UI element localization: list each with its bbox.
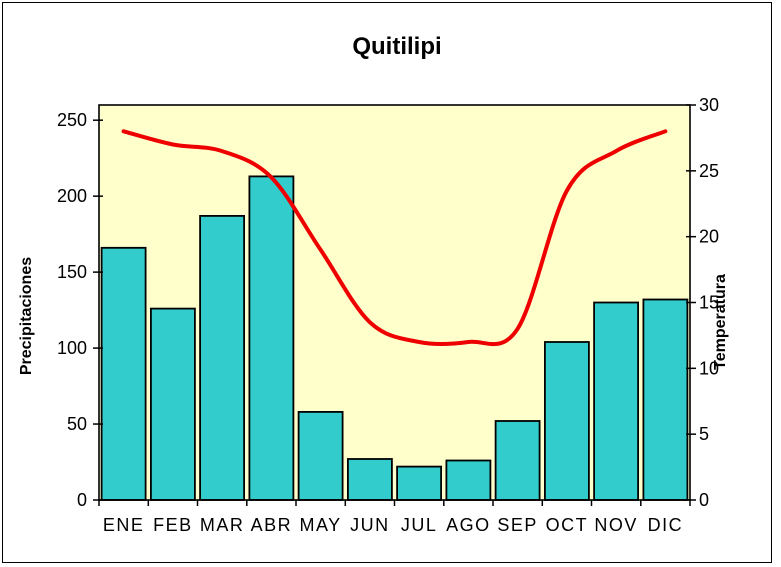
bar-MAR <box>199 214 246 501</box>
right-axis-tick-label: 25 <box>699 161 719 181</box>
left-axis-tick-label: 100 <box>57 338 87 358</box>
temperature-line <box>121 129 668 347</box>
month-label-ABR: ABR <box>251 515 293 535</box>
month-label-OCT: OCT <box>546 515 589 535</box>
month-label-FEB: FEB <box>153 515 193 535</box>
left-axis-title: Precipitaciones <box>18 257 35 375</box>
bar-JUN <box>346 458 393 501</box>
bar-OCT <box>544 341 590 501</box>
right-axis-tick-label: 0 <box>699 490 709 510</box>
month-label-NOV: NOV <box>594 515 638 535</box>
left-axis-tick-label: 50 <box>67 414 87 434</box>
left-axis-tick-label: 200 <box>57 186 87 206</box>
bar-MAY <box>297 410 344 501</box>
right-axis-tick-label: 10 <box>699 358 719 378</box>
plot-layer: 0 50 100 150 200 250 0 5 10 15 20 25 30 ENE FEB MAR ABR M… <box>57 95 719 535</box>
bar-ENE <box>100 246 147 501</box>
month-label-SEP: SEP <box>497 515 538 535</box>
month-label-MAR: MAR <box>200 515 245 535</box>
month-label-JUL: JUL <box>401 515 438 535</box>
left-axis-tick-label: 150 <box>57 262 87 282</box>
bar-SEP <box>494 420 541 501</box>
chart-title: Quitilipi <box>352 33 441 60</box>
bar-JUL <box>396 465 443 501</box>
bar-DIC <box>642 298 689 501</box>
month-label-JUN: JUN <box>350 515 390 535</box>
bar-FEB <box>149 307 196 501</box>
right-axis-tick-label: 5 <box>699 424 709 444</box>
bar-AGO <box>445 459 492 501</box>
left-axis-tick-label: 250 <box>57 110 87 130</box>
chart-outer-border <box>2 2 772 563</box>
right-axis-tick-label: 15 <box>699 293 719 313</box>
month-label-AGO: AGO <box>446 515 491 535</box>
right-axis-tick-label: 30 <box>699 95 719 115</box>
left-axis-tick-label: 0 <box>77 490 87 510</box>
month-label-ENE: ENE <box>103 515 145 535</box>
bar-NOV <box>593 301 639 501</box>
right-axis-tick-label: 20 <box>699 227 719 247</box>
plot-area <box>99 105 690 500</box>
bar-ABR <box>248 175 295 501</box>
right-axis-title: Temperatura <box>712 274 729 370</box>
month-label-MAY: MAY <box>300 515 342 535</box>
month-label-DIC: DIC <box>648 515 684 535</box>
